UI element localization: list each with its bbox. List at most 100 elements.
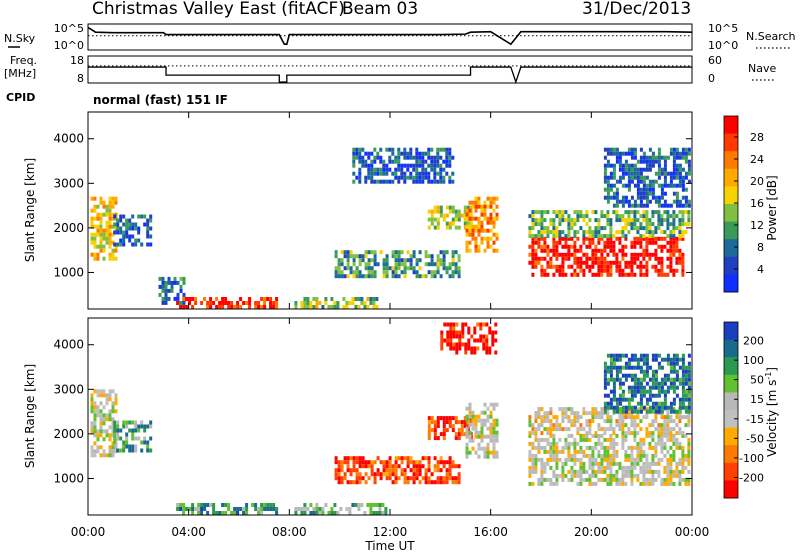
velocity-cell xyxy=(451,480,455,485)
velocity-cell xyxy=(108,397,112,402)
power-cell xyxy=(468,224,472,229)
power-cell xyxy=(597,236,601,241)
velocity-cell xyxy=(449,338,453,343)
velocity-cell xyxy=(645,357,649,362)
velocity-cell xyxy=(651,433,655,438)
velocity-cell xyxy=(636,381,640,386)
velocity-cell xyxy=(579,433,583,438)
power-cell xyxy=(612,191,616,196)
velocity-cell xyxy=(570,433,574,438)
power-cell xyxy=(406,155,410,160)
power-cell xyxy=(567,248,571,253)
power-cell xyxy=(300,305,304,309)
velocity-cell xyxy=(465,430,469,435)
velocity-cell xyxy=(358,464,362,469)
power-cell xyxy=(657,199,661,204)
power-cell xyxy=(486,244,490,249)
power-cell xyxy=(639,175,643,180)
power-cell xyxy=(669,151,673,156)
velocity-cell xyxy=(594,441,598,446)
power-cell xyxy=(400,163,404,168)
power-cell xyxy=(436,171,440,176)
power-cell xyxy=(468,200,472,205)
power-cell xyxy=(534,222,538,227)
velocity-cell xyxy=(660,357,664,362)
velocity-cell xyxy=(660,415,664,420)
power-cell xyxy=(642,195,646,200)
power-cell xyxy=(636,256,640,261)
power-cell xyxy=(645,203,649,208)
velocity-cell xyxy=(430,428,434,433)
power-cell xyxy=(642,159,646,164)
velocity-cell xyxy=(378,511,382,515)
freq-panel-frame xyxy=(87,55,693,84)
power-cell xyxy=(639,195,643,200)
power-cell xyxy=(654,252,658,257)
velocity-cell xyxy=(391,472,395,477)
power-cell xyxy=(531,248,535,253)
velocity-cell xyxy=(648,405,652,410)
velocity-cell xyxy=(651,437,655,442)
velocity-cell xyxy=(645,457,649,462)
power-cell xyxy=(421,171,425,176)
velocity-cell xyxy=(681,433,685,438)
velocity-cell xyxy=(352,480,356,485)
power-cell xyxy=(651,151,655,156)
power-cell xyxy=(176,292,180,297)
power-cell xyxy=(466,221,470,226)
velocity-cell xyxy=(449,326,453,331)
velocity-cell xyxy=(433,420,437,425)
power-cell xyxy=(537,210,541,215)
velocity-cell xyxy=(612,441,616,446)
velocity-cell xyxy=(105,433,109,438)
power-cell xyxy=(558,210,562,215)
power-cell xyxy=(492,248,496,253)
velocity-cell xyxy=(436,464,440,469)
power-cell xyxy=(588,230,592,235)
power-cell xyxy=(463,225,467,230)
power-cell xyxy=(585,214,589,219)
velocity-cell xyxy=(367,460,371,465)
velocity-cell xyxy=(636,441,640,446)
power-cell xyxy=(630,222,634,227)
velocity-cell xyxy=(424,456,428,461)
velocity-cell xyxy=(552,445,556,450)
power-ytick-label: 1000 xyxy=(53,265,84,279)
velocity-cell xyxy=(457,432,461,437)
power-cell xyxy=(615,230,619,235)
power-cell xyxy=(483,204,487,209)
velocity-cell xyxy=(657,389,661,394)
velocity-cell xyxy=(600,427,604,432)
power-cell xyxy=(358,262,362,267)
power-cell xyxy=(355,147,359,152)
velocity-cell xyxy=(381,511,385,515)
velocity-cell xyxy=(486,434,490,439)
velocity-colorbar-tick-label: -100 xyxy=(739,452,764,465)
power-cell xyxy=(639,203,643,208)
power-cell xyxy=(90,252,94,257)
velocity-cell xyxy=(624,373,628,378)
velocity-cell xyxy=(585,433,589,438)
power-cell xyxy=(352,179,356,184)
velocity-cell xyxy=(681,361,685,366)
power-cell xyxy=(630,210,634,215)
power-cell xyxy=(436,221,440,226)
power-cell xyxy=(621,252,625,257)
power-cell xyxy=(468,228,472,233)
velocity-cell xyxy=(485,342,489,347)
velocity-cell xyxy=(543,415,547,420)
velocity-cell xyxy=(648,409,652,414)
velocity-cell xyxy=(588,431,592,436)
cpid-label: CPID xyxy=(6,91,35,104)
power-region xyxy=(334,250,461,279)
velocity-cell xyxy=(99,389,103,394)
power-cell xyxy=(606,179,610,184)
velocity-cell xyxy=(108,449,112,454)
power-cell xyxy=(630,195,634,200)
power-cell xyxy=(552,240,556,245)
velocity-cell xyxy=(663,441,667,446)
velocity-cell xyxy=(684,365,688,370)
power-cell xyxy=(212,301,216,305)
velocity-cell xyxy=(684,465,688,470)
power-cell xyxy=(108,224,112,229)
